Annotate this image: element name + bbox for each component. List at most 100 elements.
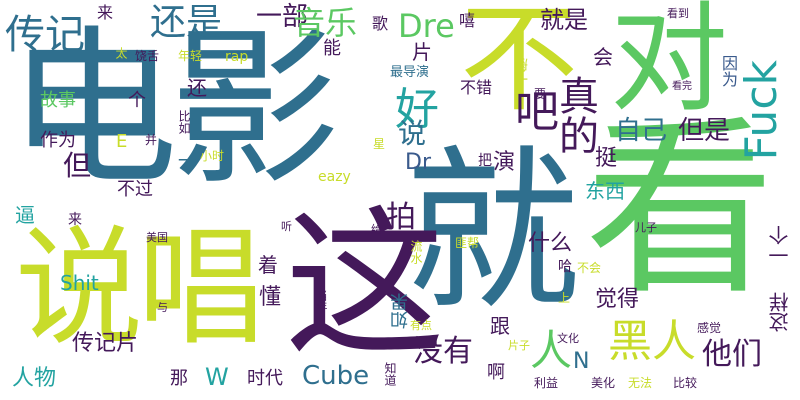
word-raoshe: 饶舌 — [135, 49, 160, 63]
word-dui: 对 — [610, 0, 729, 128]
word-zhidao: 知道 — [383, 362, 397, 386]
word-ruguo: 如果 — [390, 293, 411, 329]
word-feibang: 匪帮 — [455, 236, 480, 250]
word-liushui: 流水 — [409, 240, 423, 264]
word-dong: 懂 — [259, 285, 282, 310]
word-jiu: 就 — [405, 131, 580, 334]
word-ge: 个 — [128, 90, 146, 111]
word-erzi: 儿子 — [635, 221, 657, 234]
word-rap: rap — [225, 49, 249, 65]
word-yu: 与 — [157, 301, 168, 314]
word-yao: 要 — [534, 87, 547, 101]
word-shit: Shit — [60, 271, 99, 295]
word-dongxi: 东西 — [585, 179, 625, 203]
word-bing: 并 — [145, 133, 158, 147]
word-xing: 星 — [373, 137, 386, 151]
word-cube: Cube — [302, 361, 370, 391]
word-dre: Dre — [398, 7, 455, 45]
word-yiban: 一般 — [514, 58, 530, 86]
word-zheyang: 这样 — [768, 292, 792, 332]
word-ting: 挺 — [595, 146, 618, 171]
word-pianzi: 片子 — [508, 339, 530, 352]
word-youdian: 有点 — [410, 319, 432, 332]
word-tamen: 他们 — [702, 337, 762, 372]
word-meihua: 美化 — [591, 376, 616, 390]
word-wenhua: 文化 — [557, 332, 579, 345]
word-bijiao: 比较 — [673, 376, 698, 390]
word-gei: 给 — [371, 223, 382, 236]
word-hao: 好 — [395, 84, 439, 135]
word-fuck: Fuck — [736, 60, 787, 161]
word-zuidaoyan: 最导演 — [390, 65, 430, 80]
word-ha: 哈 — [558, 259, 572, 275]
word-pian: 片 — [412, 40, 432, 64]
word-eazy: eazy — [318, 169, 351, 185]
word-pai: 拍 — [386, 200, 416, 235]
word-renwu: 人物 — [12, 366, 57, 391]
word-neng: 能 — [323, 38, 341, 59]
word-lai2: 来 — [68, 212, 82, 228]
word-yinyue: 音乐 — [293, 4, 358, 42]
word-tai: 太 — [114, 47, 128, 59]
word-zhende: 真的 — [552, 75, 598, 155]
word-dr: Dr — [405, 150, 431, 175]
word-a: 啊 — [487, 362, 505, 383]
word-kan: 看 — [585, 99, 776, 320]
word-yinwei: 因为 — [719, 55, 738, 87]
word-xi: 嘻 — [459, 11, 476, 30]
word-ziji: 自己 — [615, 116, 668, 146]
word-juede: 觉得 — [595, 287, 640, 312]
word-bi: 逼 — [15, 203, 35, 227]
word-gen: 跟 — [490, 314, 510, 338]
word-n: N — [573, 349, 590, 374]
word-shuo: 说 — [398, 117, 427, 150]
word-ting2: 听 — [281, 220, 292, 233]
word-ge2: 歌 — [372, 14, 389, 33]
word-shenme: 什么 — [528, 231, 573, 256]
word-kandao: 看到 — [667, 7, 689, 20]
word-lai: 来 — [97, 3, 114, 22]
word-ren: 人 — [530, 326, 573, 375]
word-buhui: 不会 — [577, 261, 602, 275]
word-e: E — [116, 131, 128, 152]
word-biru: 比如 — [177, 110, 191, 134]
word-shidai: 时代 — [247, 368, 283, 389]
word-yan: 演 — [493, 150, 516, 175]
word-hai: 还 — [187, 76, 207, 100]
word-gushi: 故事 — [40, 90, 76, 111]
word-dan: 但 — [63, 149, 92, 182]
word-meiyou: 没有 — [413, 334, 473, 369]
word-bucuo: 不错 — [460, 78, 493, 97]
word-zhe2: 着 — [258, 253, 278, 277]
word-zhuanjipian: 传记片 — [72, 331, 139, 356]
word-yibu: 一部 — [256, 2, 309, 32]
word-hui: 会 — [593, 45, 613, 69]
word-kanwan: 看完 — [672, 81, 692, 92]
word-xiaoshi: 小时 — [200, 149, 225, 163]
word-yige: 一个 — [768, 225, 792, 265]
word-buguo: 不过 — [117, 179, 153, 200]
word-na: 那 — [170, 368, 188, 389]
word-yi: 一 — [178, 151, 196, 172]
word-zhuanji: 传记 — [5, 12, 85, 58]
word-dangnian: 当年 — [315, 290, 328, 312]
word-ba: 吧 — [507, 88, 558, 132]
word-meiguo: 美国 — [146, 231, 168, 244]
word-shang: 上 — [558, 291, 571, 305]
word-haishi: 还是 — [150, 2, 223, 43]
word-zuowei: 作为 — [40, 130, 76, 151]
word-zhe: 这 — [285, 191, 446, 378]
word-dianying: 电影 — [8, 11, 340, 209]
word-shuochang: 说唱 — [15, 214, 265, 363]
word-liyi: 利益 — [534, 376, 559, 390]
word-bu: 不 — [460, 0, 579, 128]
word-nianqing: 年轻 — [178, 49, 203, 63]
word-jiushi: 就是 — [540, 6, 588, 34]
word-w: W — [205, 363, 229, 391]
word-ganjue: 感觉 — [697, 321, 722, 335]
word-ba2: 把 — [478, 153, 492, 169]
word-wufa: 无法 — [628, 376, 653, 390]
word-heiren: 黑人 — [608, 316, 696, 367]
word-danshi: 但是 — [678, 116, 731, 146]
